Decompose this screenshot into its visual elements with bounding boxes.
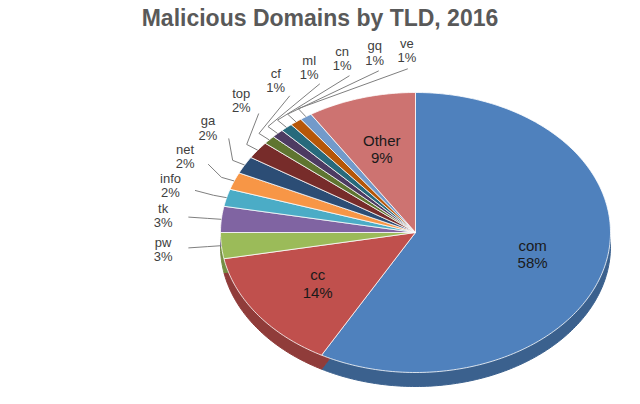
- svg-text:tk3%: tk3%: [154, 201, 173, 230]
- svg-text:Other9%: Other9%: [363, 132, 401, 166]
- svg-text:gq1%: gq1%: [365, 38, 384, 67]
- svg-text:cc14%: cc14%: [303, 266, 333, 300]
- svg-text:ga2%: ga2%: [199, 113, 218, 142]
- svg-text:cf1%: cf1%: [266, 66, 285, 95]
- svg-text:top2%: top2%: [232, 86, 251, 115]
- svg-text:pw3%: pw3%: [154, 235, 173, 264]
- svg-text:ml1%: ml1%: [300, 53, 319, 82]
- svg-text:info2%: info2%: [160, 171, 181, 200]
- html-text:Malicious Domains by TLD, 2016: Malicious Domains by TLD, 2016: [141, 5, 499, 31]
- svg-text:net2%: net2%: [176, 142, 195, 171]
- svg-text:com58%: com58%: [518, 237, 548, 271]
- svg-text:ve1%: ve1%: [398, 36, 417, 65]
- svg-text:cn1%: cn1%: [333, 44, 352, 73]
